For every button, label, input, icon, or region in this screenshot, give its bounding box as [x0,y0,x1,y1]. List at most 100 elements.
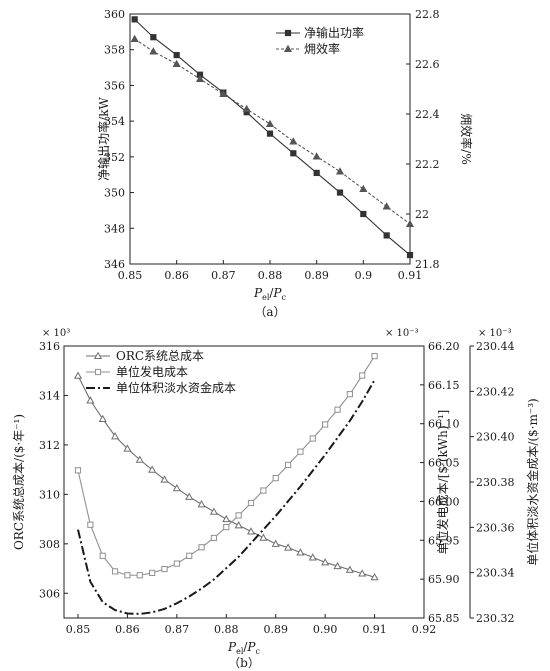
chart-b-data-point [197,500,206,508]
chart-a-data-point [242,104,251,113]
chart-a-x-tick-label: 0.86 [164,269,189,282]
chart-b-y-tick-label: 314 [39,389,60,402]
chart-a-data-point [150,34,157,41]
chart-b-y-right2-tick-label: 230.40 [476,431,515,444]
chart-a-data-point [313,169,320,177]
chart-a-y-right-tick-label: 22.4 [415,108,440,121]
chart-b-y-right-tick-label: 65.95 [428,534,460,547]
chart-b-data-point [198,544,205,551]
chart-b-ticks: 0.85 0.86 0.87 0.88 0.89 0.90 0.91 0.92 306 308 31… [39,340,515,636]
chart-a-data-point [195,74,205,83]
chart-a-data-point [359,184,368,193]
chart-a-legend-marker [283,44,293,53]
chart-b-x-tick-label: 0.88 [214,623,239,636]
chart-b-data-point [86,396,95,404]
chart-a-data-point [219,89,228,98]
chart-a-data-point [173,51,180,59]
chart-b-data-point [222,514,231,523]
chart-a-x-tick-label: 0.88 [258,269,283,282]
chart-b-data-point [346,391,353,398]
chart-b-x-tick-label: 0.92 [412,623,437,636]
chart-a-data-point [172,59,181,68]
chart-b-data-point [111,568,119,575]
chart-b-data-point [160,475,169,483]
chart-b-data-point [209,507,218,515]
chart-b-y-tick-label: 306 [39,587,60,600]
chart-b-data-point [308,553,317,561]
chart-b-y-right2-tick-label: 230.34 [476,567,515,580]
chart-b-data-point [235,512,242,519]
chart-b-legend-label: ORC系统总成本 [116,349,204,363]
chart-b-data-point [358,569,367,577]
chart-b-data-point [247,499,255,507]
chart-a-data-point [405,219,415,228]
chart-b-data-point [309,435,316,442]
chart-b-data-point [272,475,279,482]
chart-a-data-point [130,34,139,43]
chart-b-data-point [271,539,280,547]
chart-a-x-tick-label: 0.85 [118,269,143,282]
chart-b-x-tick-label: 0.91 [362,623,387,636]
chart-a-data-point [149,47,158,55]
chart-b-data-point [111,432,120,440]
chart-b-series [73,353,379,615]
chart-b-legend-marker [93,351,103,360]
chart-b-data-point [87,521,94,528]
chart-b-legend-label: 单位发电成本 [116,364,188,379]
chart-b-data-point [99,552,106,559]
chart-b-x-tick-label: 0.85 [66,623,91,636]
chart-a-y-right-axis-label: 㶲效率/% [459,113,474,164]
chart-b-y-right-tick-label: 66.10 [428,418,460,431]
chart-b-y-right2-axis-label: 单位体积淡水资金成本/($·m⁻³) [525,398,540,565]
chart-b-y-tick-label: 310 [39,488,60,501]
chart-b-y-right-tick-label: 66.00 [428,495,460,508]
chart-b-y-right-multiplier: × 10⁻³ [385,328,419,339]
chart-b-series-line [77,379,376,615]
chart-a-caption: （a） [254,305,285,319]
chart-b-y-right-tick-label: 66.15 [428,379,460,392]
chart-b-data-point [297,448,304,455]
chart-b-data-point [172,483,181,492]
chart-a-y-tick-label: 350 [104,187,125,200]
chart-b-plot-area [63,345,425,619]
chart-a-data-point [383,232,390,239]
chart-b-y-right-tick-label: 65.90 [428,573,460,586]
chart-b-data-point [98,414,107,423]
chart-b-y-right2-tick-label: 230.44 [476,340,515,353]
chart-b-data-point [223,523,230,531]
chart-b-x-tick-label: 0.87 [165,623,190,636]
chart-a-data-point [289,137,298,145]
chart-a-y-right-tick-label: 22.6 [415,58,440,71]
chart-a-data-point [265,119,275,128]
chart-b-data-point [284,461,292,469]
chart-a-legend-marker [284,29,292,37]
chart-a-legend-label: 㶲效率 [304,41,340,56]
chart-a-y-tick-label: 360 [104,8,125,21]
chart-b-data-point [73,371,83,379]
chart-b-x-axis-label: Pel/Pc [227,640,261,656]
chart-b-x-tick-label: 0.89 [263,623,288,636]
chart-b-y-right-tick-label: 66.20 [428,340,460,353]
chart-b-data-point [173,560,180,567]
chart-b-series-line [77,375,375,578]
chart-b-x-tick-label: 0.90 [313,623,338,636]
chart-b-data-point [186,552,193,559]
chart-b-data-point [135,455,144,463]
chart-a-y-tick-label: 346 [104,258,125,271]
chart-b-data-point [370,572,379,581]
chart-b-data-point [123,444,132,452]
chart-b-data-point [333,561,342,570]
chart-a-data-point [360,210,367,218]
chart-b-data-point [234,521,243,529]
chart-a-y-axis-label: 净输出功率/kW [96,97,111,181]
chart-b-y-right2-multiplier: × 10⁻³ [478,328,512,339]
chart-b-y-axis-label: ORC系统总成本/($·年⁻¹) [12,414,26,550]
chart-b-y-tick-label: 308 [39,538,60,551]
chart-b-y-right-tick-label: 66.05 [428,457,460,470]
chart-a-data-point [335,167,345,175]
chart-b-legend-marker [94,368,102,376]
chart-a-y-tick-label: 348 [104,222,125,235]
chart-a-y-tick-label: 352 [104,151,125,164]
